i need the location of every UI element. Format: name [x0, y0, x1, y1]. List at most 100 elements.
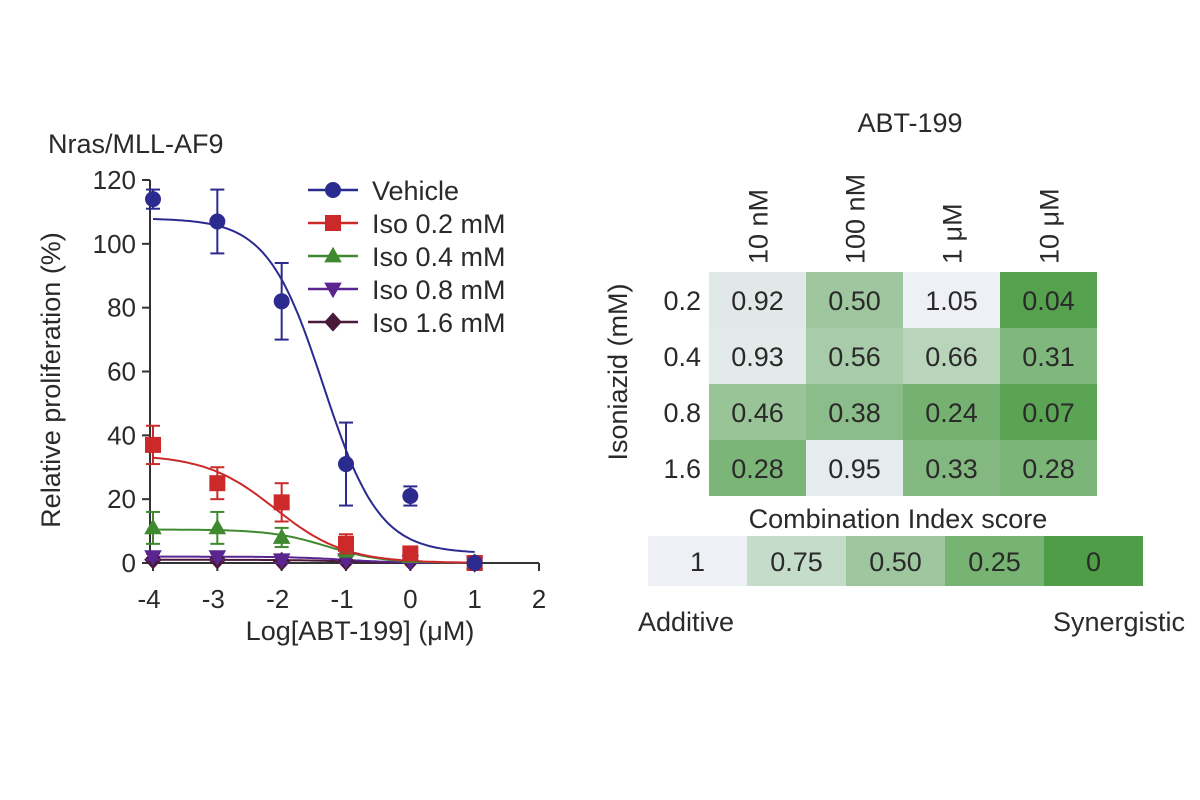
- heatmap-cell-value: 0.56: [828, 342, 881, 372]
- heatmap-cell: [1000, 328, 1097, 384]
- heatmap-cell: [1000, 272, 1097, 328]
- legend-label: Iso 0.4 mM: [372, 242, 506, 272]
- legend-marker: [325, 215, 341, 231]
- heatmap-cell: [903, 272, 1000, 328]
- data-point: [209, 213, 226, 230]
- heatmap-cell: [806, 328, 903, 384]
- colorbar: 1 0.75 0.50 0.25 0: [648, 536, 1143, 586]
- heatmap-cell-value: 0.93: [731, 342, 784, 372]
- heatmap-cell-value: 0.46: [731, 398, 784, 428]
- x-tick-label: -1: [330, 584, 353, 614]
- data-point: [144, 518, 162, 535]
- column-label: 1 μM: [938, 203, 968, 264]
- heatmap-cell: [1000, 440, 1097, 496]
- heatmap-cell-value: 0.38: [828, 398, 881, 428]
- data-point: [466, 555, 483, 571]
- heatmap-cell-value: 0.95: [828, 454, 881, 484]
- heatmap-cell: [806, 272, 903, 328]
- legend-marker: [324, 312, 342, 332]
- y-axis-label: Relative proliferation (%): [36, 232, 66, 528]
- colorbar-swatch: [747, 536, 846, 586]
- data-point: [273, 494, 290, 511]
- heatmap-cell-value: 1.05: [925, 286, 978, 316]
- data-point: [145, 191, 161, 208]
- colorbar-swatch: [648, 536, 747, 586]
- heatmap-cell: [709, 272, 806, 328]
- data-point: [209, 475, 226, 492]
- heatmap-cell: [806, 384, 903, 440]
- colorbar-swatch: [846, 536, 945, 586]
- heatmap-cell: [903, 440, 1000, 496]
- x-tick-layer: -4 -3 -2 -1 0 1 2: [137, 563, 546, 614]
- data-point: [402, 487, 419, 504]
- y-tick-label: 100: [93, 229, 136, 259]
- data-point: [338, 456, 354, 473]
- x-tick-label: 0: [403, 584, 417, 614]
- legend-marker: [324, 282, 342, 299]
- y-tick-label: 40: [107, 420, 136, 450]
- heatmap-cell-value: 0.50: [828, 286, 881, 316]
- heatmap-cell-value: 0.24: [925, 398, 978, 428]
- data-point: [145, 436, 161, 453]
- heatmap-y-label: Isoniazid (mM): [603, 283, 633, 460]
- colorbar-swatch: [945, 536, 1044, 586]
- heatmap-title: ABT-199: [857, 108, 962, 138]
- heatmap-cell: [903, 328, 1000, 384]
- data-point: [273, 293, 290, 310]
- row-label: 0.4: [663, 342, 701, 372]
- data-point: [272, 528, 291, 544]
- x-tick-label: -3: [202, 584, 225, 614]
- heatmap-cell: [709, 440, 806, 496]
- y-tick-label: 20: [107, 484, 136, 514]
- column-labels: 10 nM 100 nM 1 μM 10 μM: [744, 174, 1065, 264]
- heatmap-cells: 0.92 0.50 1.05 0.04 0.93 0.56 0.66 0.31 0.46 0.38…: [709, 272, 1097, 496]
- colorbar-left-label: Additive: [638, 607, 734, 637]
- row-label: 0.8: [663, 398, 701, 428]
- heatmap-cell-value: 0.04: [1022, 286, 1075, 316]
- y-tick-label: 0: [122, 548, 136, 578]
- fit-curve-layer: [152, 218, 475, 564]
- heatmap-cell-value: 0.28: [731, 454, 784, 484]
- row-label: 1.6: [663, 454, 701, 484]
- row-label: 0.2: [663, 286, 701, 316]
- heatmap-cell: [709, 384, 806, 440]
- data-point: [208, 550, 227, 566]
- heatmap-cell-value: 0.28: [1022, 454, 1075, 484]
- x-tick-label: 1: [467, 584, 481, 614]
- colorbar-step-label: 0: [1086, 547, 1101, 577]
- fit-curve: [152, 218, 475, 553]
- combination-index-heatmap: ABT-199 Isoniazid (mM) 10 nM 100 nM 1 μM 1 0…: [603, 108, 1185, 637]
- column-label: 100 nM: [841, 174, 871, 264]
- column-label: 10 nM: [744, 189, 774, 264]
- colorbar-step-label: 1: [690, 547, 705, 577]
- colorbar-step-label: 0.75: [770, 547, 823, 577]
- heatmap-cell: [903, 384, 1000, 440]
- data-point-layer: [144, 188, 484, 573]
- legend-marker: [324, 246, 342, 263]
- heatmap-cell-value: 0.31: [1022, 342, 1075, 372]
- x-tick-label: -4: [137, 584, 160, 614]
- y-tick-label: 80: [107, 293, 136, 323]
- data-point: [144, 550, 162, 566]
- data-point: [338, 535, 354, 552]
- heatmap-cell-value: 0.07: [1022, 398, 1075, 428]
- heatmap-cell: [806, 440, 903, 496]
- colorbar-swatch: [1044, 536, 1143, 586]
- legend-label: Vehicle: [372, 176, 459, 206]
- colorbar-right-label: Synergistic: [1053, 607, 1185, 637]
- heatmap-cell: [709, 328, 806, 384]
- heatmap-cell: [1000, 384, 1097, 440]
- colorbar-title: Combination Index score: [749, 504, 1048, 534]
- row-labels: 0.2 0.4 0.8 1.6: [663, 286, 701, 484]
- fit-curve: [152, 456, 475, 564]
- x-tick-label: 2: [532, 584, 546, 614]
- x-axis-label: Log[ABT-199] (μM): [246, 616, 475, 646]
- data-point: [272, 553, 291, 570]
- data-point: [208, 518, 227, 535]
- x-tick-label: -2: [266, 584, 289, 614]
- y-axis-label-group: Relative proliferation (%): [36, 232, 66, 528]
- heatmap-cell-value: 0.92: [731, 286, 784, 316]
- colorbar-step-label: 0.25: [968, 547, 1021, 577]
